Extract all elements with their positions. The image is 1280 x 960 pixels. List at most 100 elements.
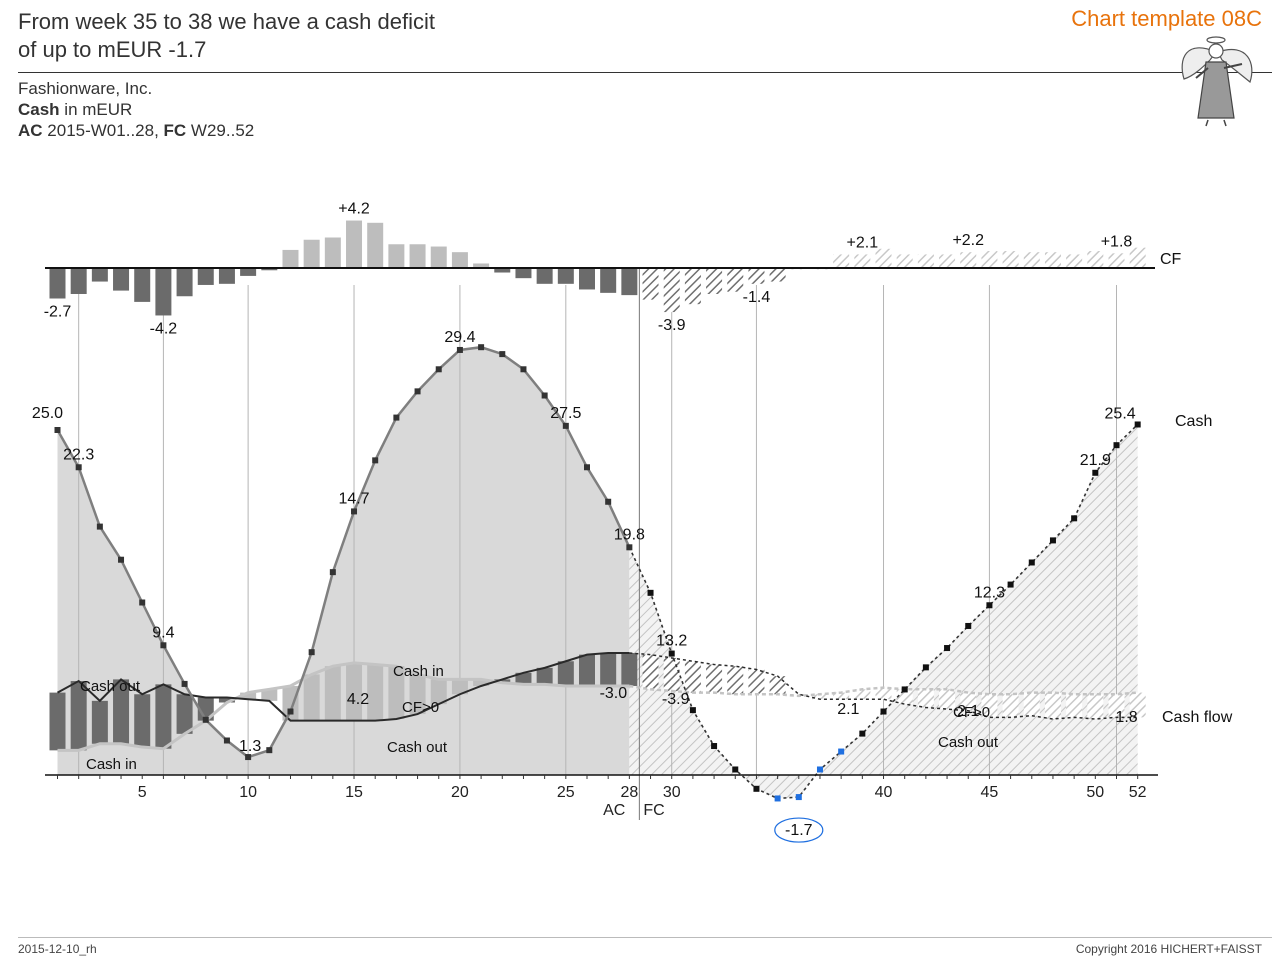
cash-in-label: Cash in bbox=[393, 663, 444, 680]
cash-area-layer bbox=[57, 347, 1138, 799]
cash-out-label: Cash out bbox=[938, 734, 999, 751]
x-tick-label: 50 bbox=[1086, 784, 1104, 801]
x-tick-label: 45 bbox=[981, 784, 999, 801]
cf-bar bbox=[917, 254, 934, 268]
cash-flow-bar bbox=[451, 679, 468, 695]
cash-flow-bar bbox=[939, 689, 956, 710]
cash-line-layer bbox=[54, 344, 1141, 802]
cf-bar bbox=[1002, 251, 1019, 268]
cash-value-label: 13.2 bbox=[656, 633, 687, 650]
cf-bar bbox=[1108, 253, 1125, 268]
cash-point bbox=[499, 351, 506, 358]
cash-point bbox=[647, 589, 654, 596]
cf-bar bbox=[939, 254, 956, 268]
cf-bar bbox=[261, 268, 278, 271]
cash-flow-bar bbox=[346, 662, 363, 721]
title-line-1: From week 35 to 38 we have a cash defici… bbox=[18, 9, 435, 34]
cash-flow-bar bbox=[833, 692, 850, 700]
cf-bar bbox=[833, 254, 850, 268]
company-name: Fashionware, Inc. bbox=[18, 79, 153, 98]
cash-flow-bar bbox=[218, 697, 235, 703]
cash-point bbox=[1028, 559, 1035, 566]
cash-out-line-ac bbox=[57, 652, 630, 722]
cf-bar bbox=[91, 268, 108, 282]
cash-point bbox=[732, 766, 739, 773]
cash-flow-bar bbox=[176, 694, 193, 734]
cash-flow-bar bbox=[684, 661, 701, 693]
cash-point bbox=[329, 569, 336, 576]
footer-date: 2015-12-10_rh bbox=[18, 942, 97, 956]
cash-flow-bar bbox=[1087, 694, 1104, 719]
cf-bar bbox=[324, 237, 341, 268]
cash-flow-bar bbox=[409, 674, 426, 715]
cash-point bbox=[922, 664, 929, 671]
cash-value-label: 27.5 bbox=[550, 405, 581, 422]
cf-bar bbox=[176, 268, 193, 297]
cash-flow-bar bbox=[600, 653, 617, 686]
cf-value-label: -1.4 bbox=[743, 289, 771, 306]
cash-point bbox=[668, 650, 675, 657]
series-label-cf: CF bbox=[1160, 251, 1182, 268]
cash-flow-bar bbox=[430, 679, 447, 705]
cash-flow-bar bbox=[49, 692, 66, 751]
cash-point bbox=[774, 795, 781, 802]
labels-layer: -2.7 -4.2 +4.2 -3.9 -1.4 +2.1 +2.2 +1.8 25.0 22.3… bbox=[32, 201, 1233, 843]
cash-flow-bar bbox=[303, 674, 320, 721]
cash-point bbox=[266, 747, 273, 754]
flow-value-label: 4.2 bbox=[347, 691, 369, 708]
cash-value-label: 14.7 bbox=[338, 490, 369, 507]
cf-bar bbox=[727, 268, 744, 292]
cf-value-label: +1.8 bbox=[1101, 233, 1133, 250]
cash-point bbox=[96, 523, 103, 530]
cash-value-label: 12.3 bbox=[974, 584, 1005, 601]
cf-bar bbox=[1066, 254, 1083, 268]
scenario-line: AC 2015-W01..28, FC W29..52 bbox=[18, 120, 254, 141]
cash-flow-bar bbox=[769, 676, 786, 695]
cash-flow-bar bbox=[960, 692, 977, 711]
cash-flow-bar bbox=[748, 669, 765, 695]
cf-bar bbox=[769, 268, 786, 282]
cash-point bbox=[816, 766, 823, 773]
cash-flow-bar bbox=[134, 694, 151, 748]
ac-label: AC bbox=[603, 802, 625, 819]
cash-flow-bar bbox=[91, 700, 108, 744]
flow-value-label: -3.9 bbox=[662, 691, 690, 708]
cash-point bbox=[1113, 442, 1120, 449]
cf-bar bbox=[600, 268, 617, 293]
cash-point bbox=[372, 457, 379, 464]
header-divider bbox=[18, 72, 1272, 73]
cash-flow-bar bbox=[240, 692, 257, 700]
cf-bar bbox=[197, 268, 214, 285]
cash-point bbox=[54, 427, 61, 433]
cf-bar bbox=[218, 268, 235, 284]
cash-point bbox=[711, 743, 718, 750]
cf-bar bbox=[515, 268, 532, 279]
cash-flow-bar bbox=[324, 666, 341, 721]
cash-flow-bar bbox=[663, 657, 680, 691]
cash-point bbox=[181, 680, 188, 687]
cash-flow-bar bbox=[854, 689, 871, 700]
cf-bar bbox=[981, 251, 998, 268]
cash-point bbox=[965, 622, 972, 629]
cf-bar bbox=[282, 249, 299, 268]
cash-flow-bar bbox=[642, 654, 659, 690]
cash-point bbox=[1007, 581, 1014, 588]
cash-point bbox=[520, 366, 527, 373]
cash-flow-bar bbox=[261, 689, 278, 701]
cf-bar bbox=[706, 268, 723, 294]
cash-point bbox=[139, 599, 146, 606]
x-tick-label: 40 bbox=[875, 784, 893, 801]
cash-flow-bar bbox=[473, 679, 490, 686]
cf-bar bbox=[346, 220, 363, 268]
cash-out-label: Cash out bbox=[80, 678, 141, 695]
cf-bar bbox=[134, 268, 151, 302]
cash-point bbox=[626, 544, 633, 551]
cash-value-label: 19.8 bbox=[614, 526, 645, 543]
cash-flow-bar bbox=[515, 672, 532, 685]
cash-in-line-ac bbox=[57, 661, 630, 752]
chart-title: From week 35 to 38 we have a cash defici… bbox=[18, 8, 435, 64]
cash-flow-bar bbox=[1002, 694, 1019, 718]
cf-positive-label: CF>0 bbox=[402, 699, 439, 716]
cf-bar bbox=[494, 268, 511, 273]
x-tick-label: 52 bbox=[1129, 784, 1147, 801]
